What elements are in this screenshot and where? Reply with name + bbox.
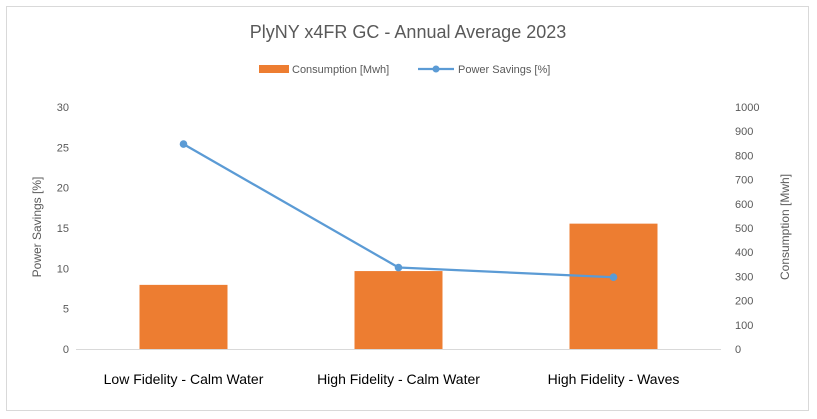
y-right-tick-label: 800	[735, 150, 753, 162]
point-power-savings	[179, 140, 188, 148]
y-left-axis-title: Power Savings [%]	[30, 177, 44, 278]
line-power-savings	[182, 143, 614, 279]
bar-consumption	[354, 271, 443, 349]
y-right-tick-label: 700	[735, 175, 753, 187]
y-right-tick-label: 500	[735, 223, 753, 235]
y-right-tick-label: 400	[735, 247, 753, 259]
legend-label-consumption: Consumption [Mwh]	[292, 64, 389, 76]
y-left-tick-label: 5	[63, 304, 69, 316]
y-right-tick-label: 100	[735, 320, 753, 332]
y-left-tick-label: 0	[63, 344, 69, 356]
legend-swatch-consumption	[259, 65, 289, 73]
y-right-tick-label: 1000	[735, 102, 759, 114]
y-right-tick-label: 200	[735, 296, 753, 308]
y-left-tick-label: 10	[57, 263, 69, 275]
point-power-savings	[394, 263, 403, 272]
legend-marker-power-savings	[432, 65, 440, 73]
y-right-tick-label: 600	[735, 199, 753, 211]
y-left-tick-label: 15	[57, 223, 69, 235]
y-left-tick-labels: 0 5 10 15 20 25 30	[57, 102, 69, 356]
y-right-axis-title: Consumption [Mwh]	[778, 174, 792, 280]
y-left-tick-label: 25	[57, 142, 69, 154]
y-left-tick-label: 30	[57, 102, 69, 114]
point-power-savings	[609, 273, 618, 282]
y-right-tick-label: 0	[735, 344, 741, 356]
category-labels: Low Fidelity - Calm Water High Fidelity -…	[104, 371, 680, 387]
legend: Consumption [Mwh] Power Savings [%]	[259, 64, 550, 76]
y-right-tick-labels: 0 100 200 300 400 500 600 700 800 900 1000	[735, 102, 759, 356]
bar-consumption	[569, 223, 658, 349]
y-right-tick-label: 900	[735, 126, 753, 138]
bar-series	[139, 223, 658, 349]
x-category-label: High Fidelity - Waves	[548, 371, 680, 387]
x-category-label: High Fidelity - Calm Water	[317, 371, 480, 387]
y-right-tick-label: 300	[735, 271, 753, 283]
y-left-tick-label: 20	[57, 183, 69, 195]
x-category-label: Low Fidelity - Calm Water	[104, 371, 264, 387]
line-series	[179, 140, 618, 282]
bar-consumption	[139, 284, 228, 349]
chart-title: PlyNY x4FR GC - Annual Average 2023	[250, 22, 567, 42]
legend-label-power-savings: Power Savings [%]	[458, 64, 550, 76]
